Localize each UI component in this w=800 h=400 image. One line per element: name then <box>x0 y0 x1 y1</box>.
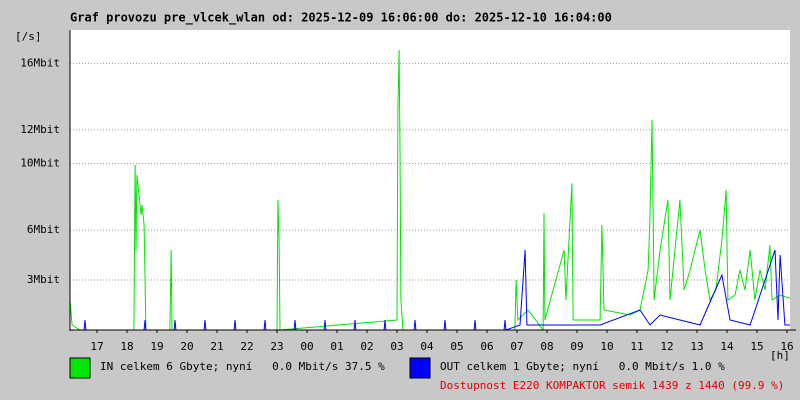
x-tick-label: 16 <box>780 340 793 353</box>
plot-lines <box>70 49 790 330</box>
x-tick-label: 11 <box>630 340 643 353</box>
x-tick-label: 20 <box>180 340 193 353</box>
y-tick-label: 3Mbit <box>27 273 60 286</box>
x-tick-label: 09 <box>570 340 583 353</box>
x-tick-label: 18 <box>120 340 133 353</box>
legend-label: IN celkem 6 Gbyte; nyní 0.0 Mbit/s 37.5 … <box>100 360 385 373</box>
y-tick-label: 16Mbit <box>20 56 60 69</box>
x-tick-label: 19 <box>150 340 163 353</box>
x-tick-label: 00 <box>300 340 313 353</box>
series-line <box>70 249 790 330</box>
x-tick-label: 17 <box>90 340 103 353</box>
x-tick-label: 03 <box>390 340 403 353</box>
x-unit: [h] <box>770 349 790 362</box>
plot-area <box>70 30 790 330</box>
series-line <box>70 49 790 330</box>
x-tick-label: 05 <box>450 340 463 353</box>
x-tick-label: 13 <box>690 340 703 353</box>
y-tick-label: 10Mbit <box>20 156 60 169</box>
x-tick-label: 21 <box>210 340 223 353</box>
x-tick-label: 08 <box>540 340 553 353</box>
y-unit: [/s] <box>15 30 42 43</box>
availability-note: Dostupnost E220 KOMPAKTOR semik 1439 z 1… <box>440 379 784 392</box>
x-tick-label: 15 <box>750 340 763 353</box>
legend-label: OUT celkem 1 Gbyte; nyní 0.0 Mbit/s 1.0 … <box>440 360 725 373</box>
chart-title: Graf provozu pre_vlcek_wlan od: 2025-12-… <box>70 11 612 26</box>
x-tick-label: 14 <box>720 340 734 353</box>
x-tick-label: 07 <box>510 340 523 353</box>
x-tick-label: 04 <box>420 340 434 353</box>
x-tick-label: 10 <box>600 340 613 353</box>
x-tick-label: 02 <box>360 340 373 353</box>
x-tick-label: 23 <box>270 340 283 353</box>
x-tick-label: 01 <box>330 340 343 353</box>
x-tick-label: 22 <box>240 340 253 353</box>
y-tick-label: 6Mbit <box>27 223 60 236</box>
x-tick-label: 12 <box>660 340 673 353</box>
legend-swatch <box>69 357 91 379</box>
x-tick-label: 06 <box>480 340 493 353</box>
legend-swatch <box>409 357 431 379</box>
y-tick-label: 12Mbit <box>20 123 60 136</box>
